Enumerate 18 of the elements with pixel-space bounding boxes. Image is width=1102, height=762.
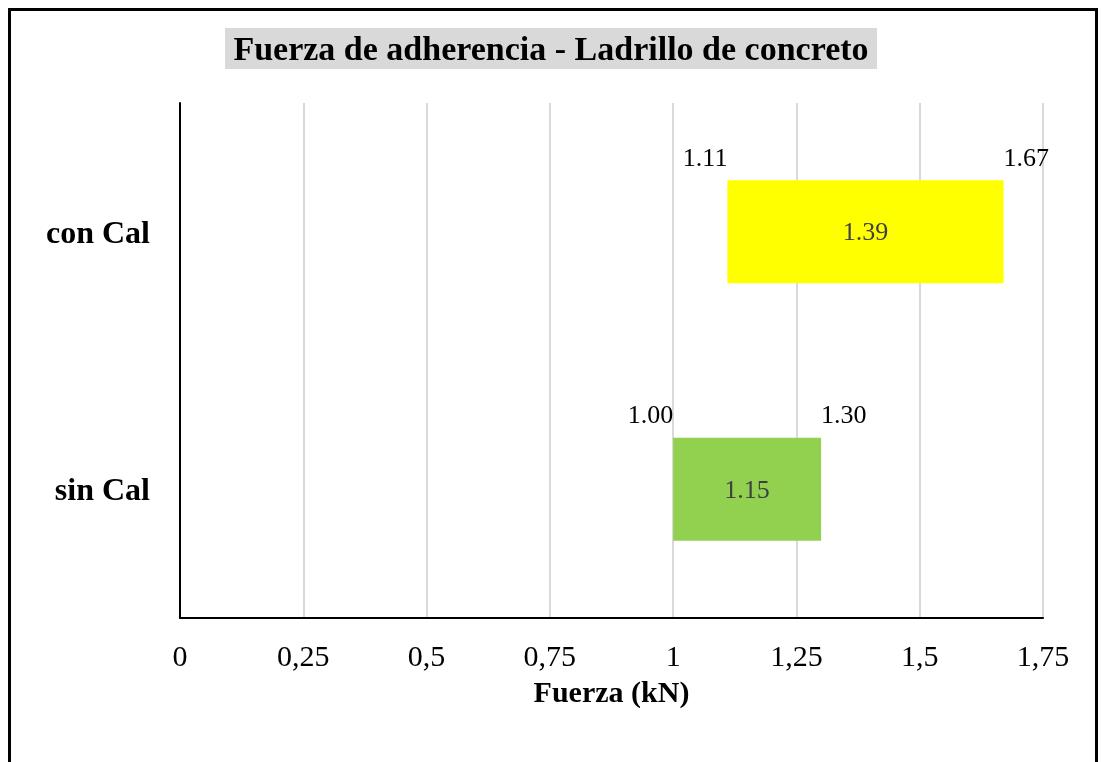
- x-tick-label: 0,25: [277, 638, 330, 672]
- x-tick-label: 1,25: [770, 638, 823, 672]
- x-tick-label: 0,5: [407, 638, 446, 672]
- annotation: 1.30: [821, 400, 867, 430]
- x-tick-label: 1,5: [900, 638, 939, 672]
- annotation: 1.15: [724, 474, 770, 504]
- y-tick-label: con Cal: [46, 213, 151, 250]
- x-tick-label: 0: [172, 638, 188, 672]
- x-tick-label: 1,75: [1016, 638, 1070, 672]
- y-tick-label: sin Cal: [54, 471, 151, 508]
- annotation: 1.39: [842, 217, 889, 247]
- x-axis-title: Fuerza (kN): [533, 674, 690, 709]
- x-tick-label: 0,75: [523, 638, 577, 672]
- x-tick-label: 1: [665, 638, 681, 672]
- annotation: 1.00: [627, 400, 674, 430]
- chart-title: Fuerza de adherencia - Ladrillo de concreto: [225, 28, 877, 69]
- annotation: 1.67: [1003, 142, 1050, 172]
- annotation: 1.11: [682, 142, 728, 172]
